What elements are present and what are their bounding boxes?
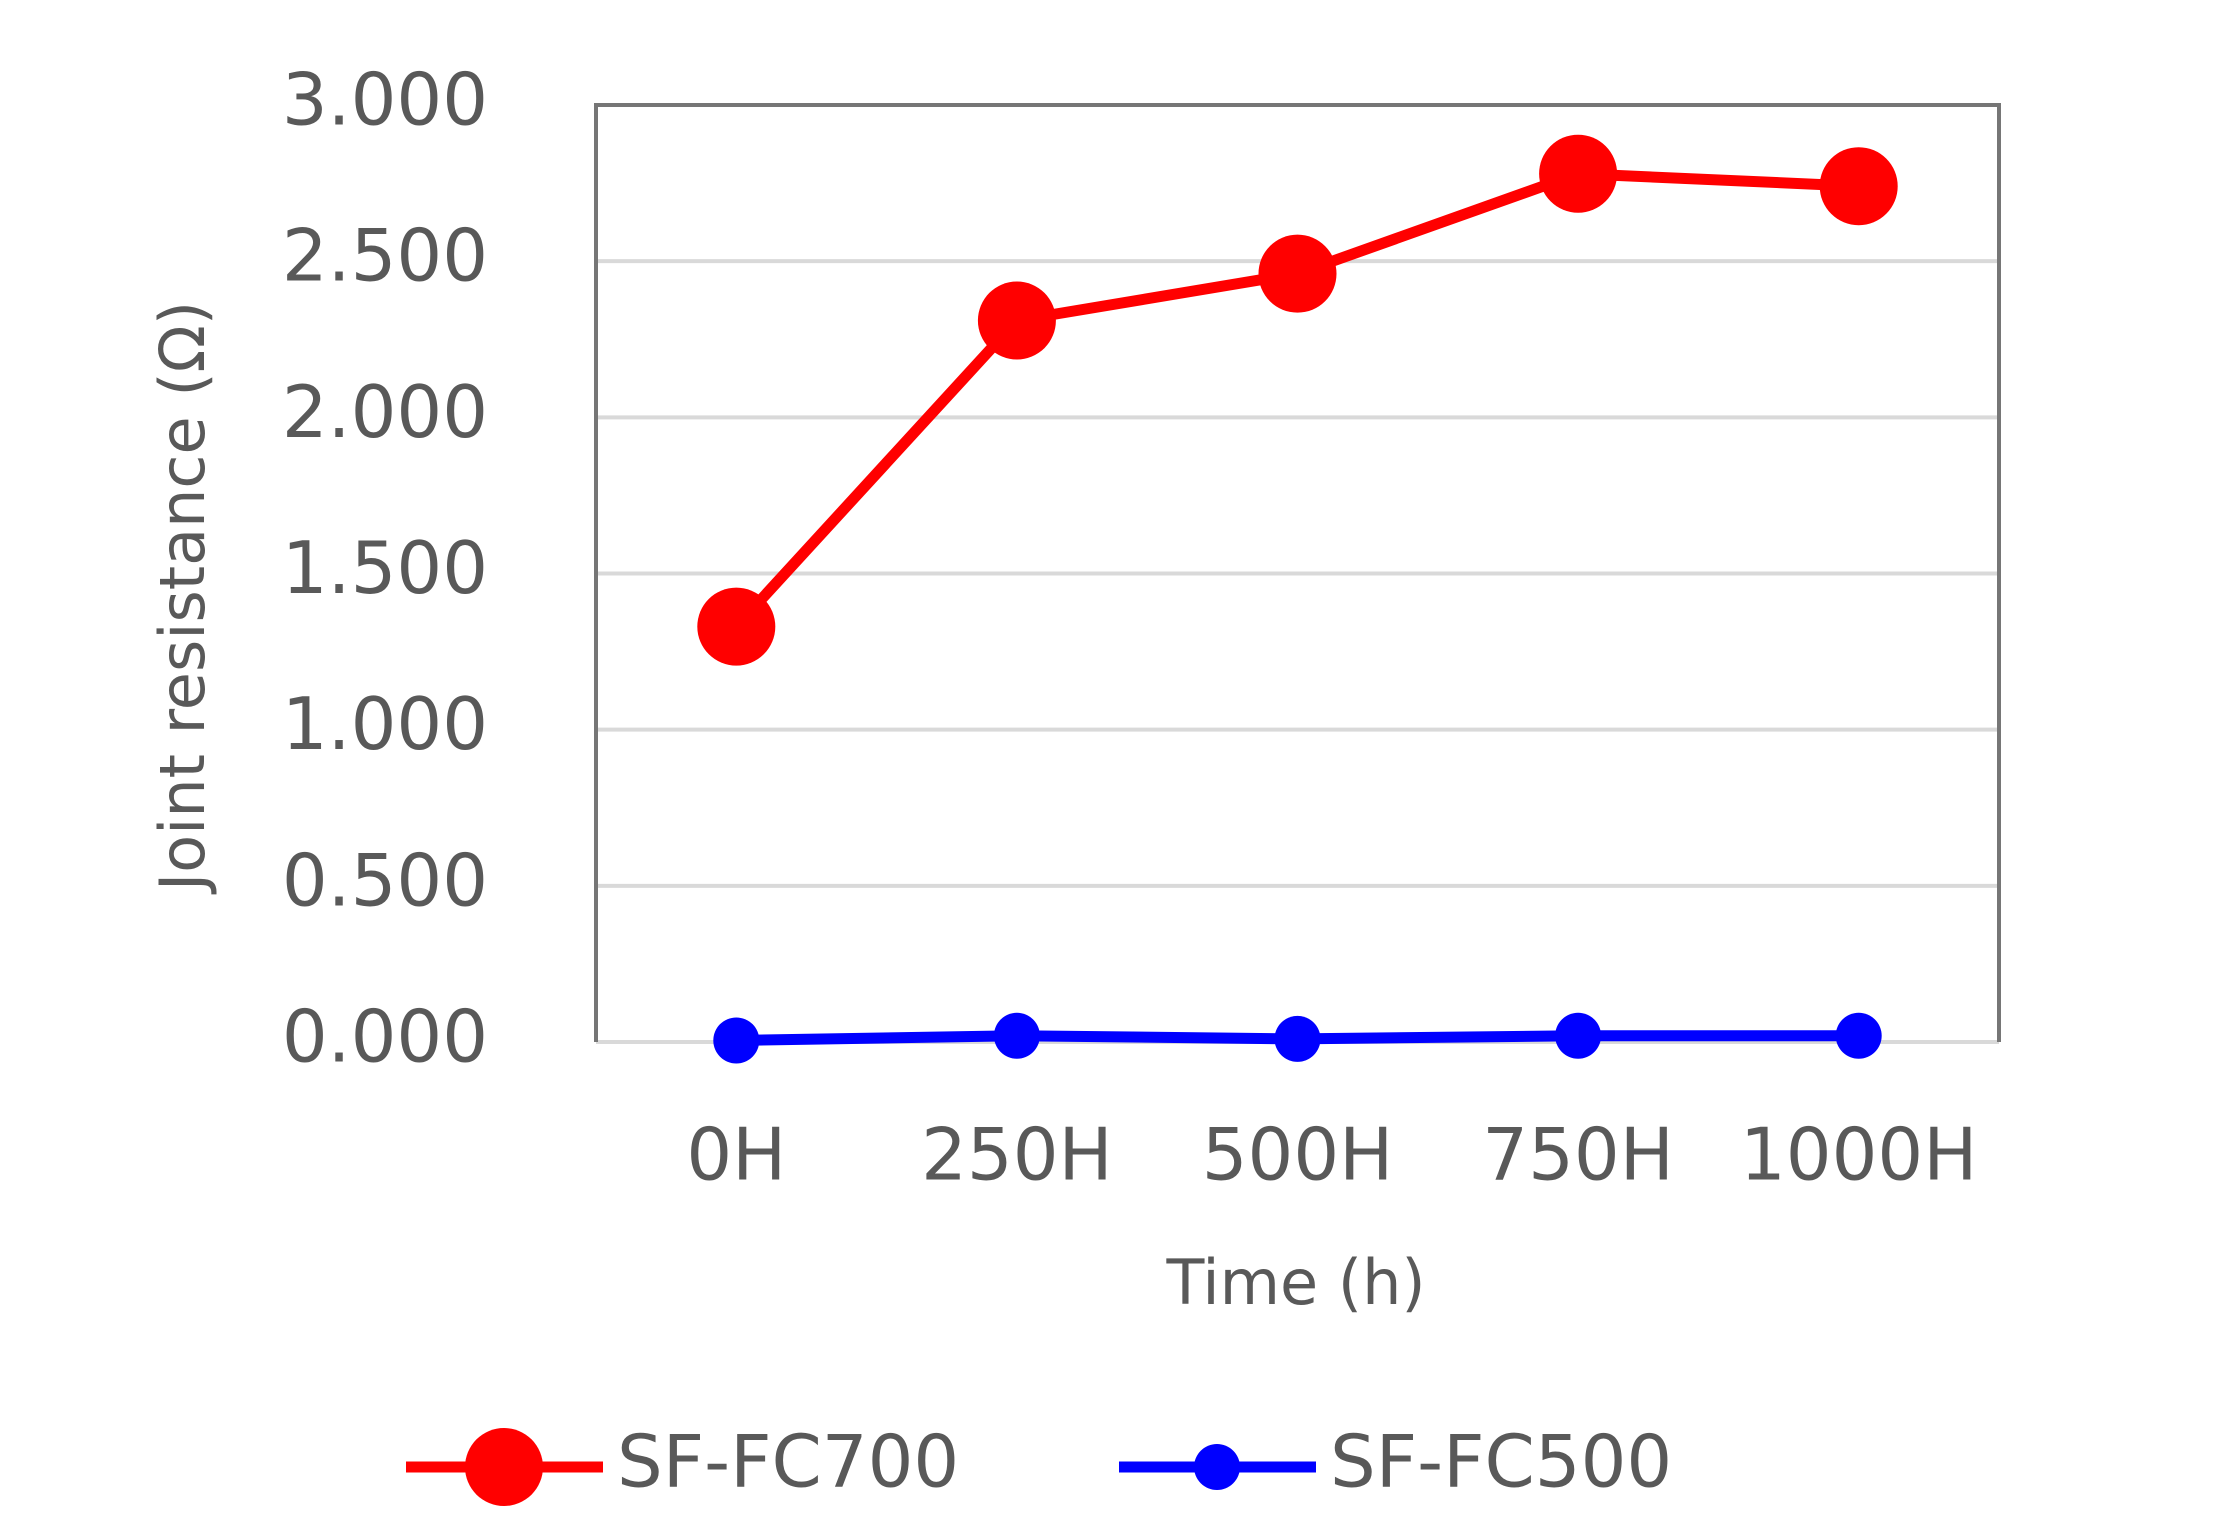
data-point: [977, 281, 1056, 360]
legend-label: SF-FC500: [1330, 1420, 1672, 1504]
data-point: [1258, 234, 1337, 313]
y-tick-label: 2.000: [282, 370, 488, 454]
x-tick-label: 500H: [1202, 1113, 1394, 1197]
data-point: [713, 1017, 760, 1064]
x-axis-label: Time (h): [1165, 1246, 1425, 1319]
plot-border: [594, 103, 2001, 1042]
y-tick-label: 1.000: [282, 682, 488, 766]
x-tick-label: 750H: [1482, 1113, 1674, 1197]
x-tick-label: 0H: [686, 1113, 786, 1197]
y-tick-label: 0.000: [282, 995, 488, 1079]
data-point: [1819, 147, 1898, 226]
x-tick-label: 250H: [921, 1113, 1113, 1197]
y-tick-label: 0.500: [282, 838, 488, 922]
x-tick-label: 1000H: [1740, 1113, 1977, 1197]
data-point: [993, 1012, 1040, 1059]
y-tick-label: 3.000: [282, 58, 488, 142]
y-tick-label: 2.500: [282, 214, 488, 298]
y-tick-label: 1.500: [282, 526, 488, 610]
data-point: [697, 587, 776, 666]
data-point: [1274, 1015, 1321, 1062]
data-point: [1539, 134, 1618, 213]
legend-marker: [1194, 1444, 1240, 1490]
y-axis-label: Joint resistance (Ω): [146, 301, 219, 895]
data-point: [1835, 1012, 1882, 1059]
data-point: [1555, 1012, 1602, 1059]
legend-label: SF-FC700: [617, 1420, 959, 1504]
legend-marker: [465, 1428, 543, 1506]
